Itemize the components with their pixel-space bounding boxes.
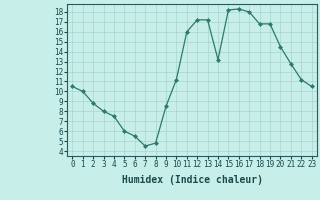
X-axis label: Humidex (Indice chaleur): Humidex (Indice chaleur) xyxy=(122,175,262,185)
